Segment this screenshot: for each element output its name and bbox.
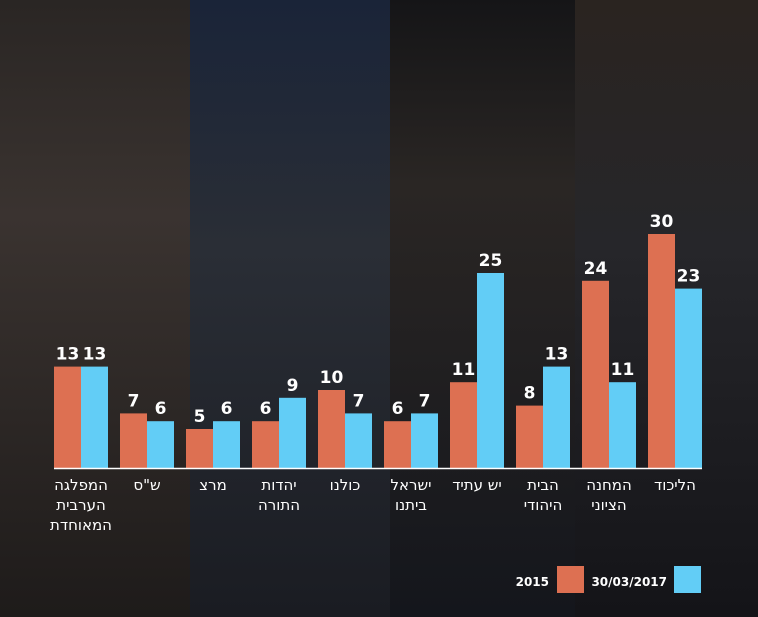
bar-2017 xyxy=(345,413,372,468)
data-label: 7 xyxy=(419,391,431,411)
data-label: 6 xyxy=(392,399,404,419)
bar-2017 xyxy=(81,366,108,468)
data-label: 24 xyxy=(584,259,608,279)
bar-2017 xyxy=(213,421,240,468)
category-label: המפלגה xyxy=(54,476,108,494)
bar-2015 xyxy=(120,413,147,468)
data-label: 10 xyxy=(320,368,344,388)
category-label: ישראל xyxy=(390,476,431,494)
bar-2015 xyxy=(54,366,81,468)
bar-2017 xyxy=(675,288,702,468)
data-label: 8 xyxy=(524,384,536,404)
data-label: 11 xyxy=(452,360,476,380)
category-label: התורה xyxy=(258,496,300,514)
legend-swatch-2015 xyxy=(557,566,584,593)
bar-2017 xyxy=(477,273,504,468)
data-label: 5 xyxy=(194,407,206,427)
data-label: 25 xyxy=(479,251,503,271)
bar-2015 xyxy=(186,429,213,468)
category-label: כולנו xyxy=(330,476,361,494)
data-label: 13 xyxy=(56,345,80,365)
bar-2015 xyxy=(648,234,675,468)
data-label: 6 xyxy=(221,399,233,419)
category-label: יהדות xyxy=(261,476,296,494)
category-label: המחנה xyxy=(586,476,632,494)
data-label: 23 xyxy=(677,267,701,287)
data-label: 30 xyxy=(650,212,674,232)
legend-label-2017: 30/03/2017 xyxy=(591,575,667,589)
bar-2015 xyxy=(516,405,543,468)
category-label: הציוני xyxy=(591,496,627,514)
background-photo-2 xyxy=(190,0,390,617)
bar-2017 xyxy=(543,366,570,468)
data-label: 13 xyxy=(83,345,107,365)
data-label: 6 xyxy=(155,399,167,419)
category-label: הליכוד xyxy=(654,476,696,494)
bar-2017 xyxy=(411,413,438,468)
bar-2015 xyxy=(582,280,609,468)
bar-2015 xyxy=(252,421,279,468)
category-label: הערבית xyxy=(56,496,106,514)
data-label: 7 xyxy=(353,391,365,411)
bar-2015 xyxy=(318,390,345,468)
category-label: המאוחדת xyxy=(50,516,112,534)
data-label: 13 xyxy=(545,345,569,365)
bar-2015 xyxy=(384,421,411,468)
category-label: מרצ xyxy=(199,476,227,494)
bar-2017 xyxy=(279,397,306,468)
category-label: היהודי xyxy=(524,496,563,514)
bar-2017 xyxy=(609,382,636,468)
data-label: 7 xyxy=(128,391,140,411)
data-label: 9 xyxy=(287,376,299,396)
legend-label-2015: 2015 xyxy=(516,575,549,589)
category-label: יש עתיד xyxy=(452,476,502,494)
background-photo-1 xyxy=(0,0,190,617)
data-label: 11 xyxy=(611,360,635,380)
bar-2017 xyxy=(147,421,174,468)
category-label: ש"ס xyxy=(133,476,160,494)
legend-swatch-2017 xyxy=(674,566,701,593)
category-label: ביתנו xyxy=(395,496,427,514)
data-label: 6 xyxy=(260,399,272,419)
bar-2015 xyxy=(450,382,477,468)
category-label: הבית xyxy=(527,476,559,494)
